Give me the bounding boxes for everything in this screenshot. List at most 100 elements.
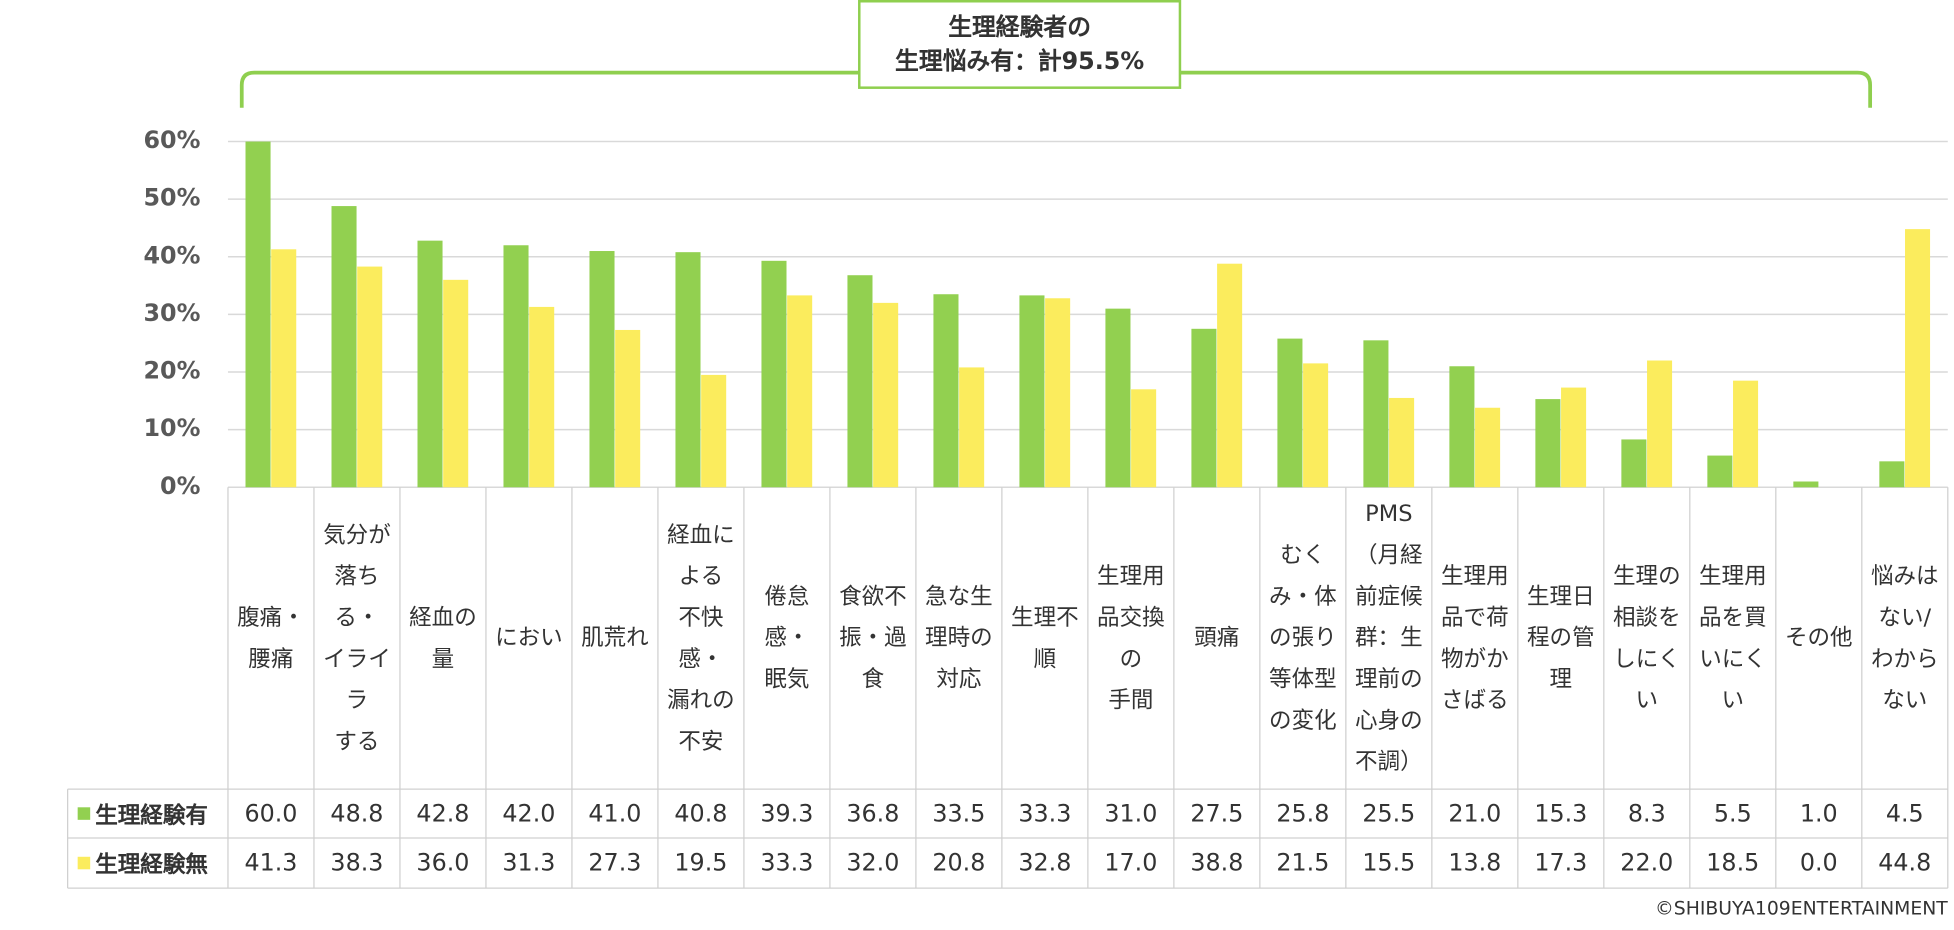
x-category-label: 食欲不 振・過 食 — [839, 583, 907, 693]
bar — [1045, 298, 1071, 488]
table-value: 17.0 — [1104, 849, 1158, 877]
bar — [1191, 328, 1217, 488]
x-category-label: 経血の 量 — [409, 604, 477, 673]
bar — [245, 141, 271, 488]
bar — [1879, 461, 1905, 488]
bar — [1707, 455, 1733, 488]
table-value: 22.0 — [1620, 849, 1674, 877]
table-value: 38.3 — [330, 849, 384, 877]
bar — [1535, 399, 1561, 488]
x-category-label: むく み・体 の張り 等体型 の変化 — [1269, 542, 1337, 735]
bar — [787, 295, 813, 488]
table-value: 32.8 — [1018, 849, 1072, 877]
y-tick-label: 0% — [160, 472, 201, 500]
x-category-label: 急な生 理時の 対応 — [925, 583, 993, 693]
table-value: 5.5 — [1713, 799, 1752, 828]
x-category-label: 生理用 品交換 の 手間 — [1097, 563, 1165, 714]
bar — [1621, 439, 1647, 488]
bar — [1131, 389, 1157, 488]
x-category-label: 経血に よる 不快 感・ 漏れの 不安 — [667, 521, 735, 755]
bar — [959, 367, 985, 488]
y-tick-label: 50% — [143, 184, 200, 212]
bar — [1217, 263, 1243, 488]
bar — [589, 251, 615, 488]
x-category-label: 頭痛 — [1194, 625, 1240, 652]
bar — [933, 294, 959, 488]
bar — [1449, 366, 1475, 488]
table-value: 19.5 — [674, 849, 728, 877]
y-tick-label: 20% — [143, 357, 200, 385]
x-category-label: PMS （月経 前症候 群：生 理前の 心身の 不調） — [1355, 501, 1423, 776]
bar — [1019, 295, 1045, 488]
x-category-label: その他 — [1784, 625, 1853, 652]
bar — [675, 252, 701, 488]
bar — [503, 245, 529, 488]
bar — [615, 329, 641, 488]
bar — [1105, 308, 1131, 488]
table-value: 25.5 — [1362, 799, 1416, 828]
table-value: 4.5 — [1885, 799, 1924, 828]
table-value: 32.0 — [846, 849, 900, 877]
table-value: 41.0 — [588, 799, 642, 828]
table-value: 15.3 — [1534, 799, 1588, 828]
x-category-label: におい — [495, 625, 563, 652]
bar — [847, 275, 873, 488]
y-tick-label: 10% — [143, 414, 200, 442]
table-value: 8.3 — [1627, 799, 1666, 828]
table-value: 21.5 — [1276, 849, 1330, 877]
table-value: 39.3 — [760, 799, 814, 828]
table-value: 60.0 — [244, 799, 298, 828]
legend-swatch — [77, 807, 91, 820]
table-value: 18.5 — [1706, 849, 1760, 877]
table-value: 38.8 — [1190, 849, 1244, 877]
table-value: 20.8 — [932, 849, 986, 877]
bar — [417, 240, 443, 488]
bar — [1363, 340, 1389, 488]
x-category-label: 生理不 順 — [1011, 604, 1079, 673]
table-value: 36.8 — [846, 799, 900, 828]
table-value: 44.8 — [1878, 849, 1932, 877]
x-category-label: 気分が 落ち る・ イライ ラ する — [323, 521, 391, 755]
bar — [1733, 380, 1759, 488]
bar — [1905, 229, 1931, 488]
bar — [873, 302, 899, 488]
x-category-label: 生理の 相談を しにく い — [1612, 563, 1681, 714]
table-value: 40.8 — [674, 799, 728, 828]
table-value: 41.3 — [244, 849, 298, 877]
y-tick-label: 30% — [143, 299, 200, 327]
table-value: 36.0 — [416, 849, 470, 877]
x-category-label: 悩みは ない/ わから ない — [1870, 563, 1939, 714]
x-category-label: 生理日 程の管 理 — [1526, 583, 1595, 693]
legend-label: 生理経験有 — [95, 802, 208, 829]
bar — [443, 279, 469, 488]
y-tick-label: 60% — [143, 126, 200, 154]
table-value: 48.8 — [330, 799, 384, 828]
table-value: 1.0 — [1799, 799, 1838, 828]
x-category-label: 腹痛・ 腰痛 — [237, 604, 305, 673]
bar — [529, 306, 555, 488]
bar — [1389, 397, 1415, 488]
table-value: 15.5 — [1362, 849, 1416, 877]
bar — [1475, 407, 1501, 488]
annotation: 生理経験者の 生理悩み有：計95.5% — [895, 13, 1145, 75]
bar — [1277, 338, 1303, 488]
table-value: 27.5 — [1190, 799, 1244, 828]
table-value: 25.8 — [1276, 799, 1330, 828]
bar — [701, 374, 727, 488]
bar — [331, 206, 357, 488]
x-category-label: 倦怠 感・ 眠気 — [764, 583, 810, 693]
y-tick-label: 40% — [143, 241, 200, 269]
bar — [1303, 363, 1329, 488]
annotation-box — [858, 0, 1182, 89]
legend-swatch — [77, 856, 91, 870]
bar — [357, 266, 383, 488]
bar — [1647, 360, 1673, 488]
bar — [1793, 481, 1819, 488]
table-value: 42.8 — [416, 799, 470, 828]
bar — [271, 249, 297, 488]
table-value: 33.3 — [1018, 799, 1072, 828]
table-value: 31.0 — [1104, 799, 1158, 828]
table-value: 21.0 — [1448, 799, 1502, 828]
